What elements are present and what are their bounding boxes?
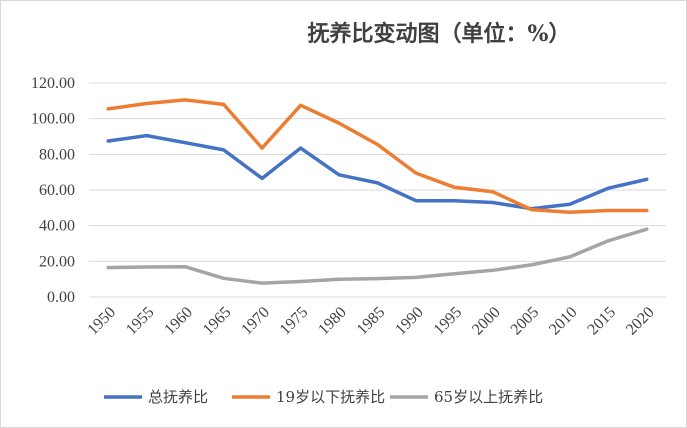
series-line-3 [106,227,649,285]
y-axis-ticks: 0.00 20.00 40.00 60.00 80.00 100.00 120.00 [31,75,75,306]
x-tick-label: 1960 [161,304,196,339]
x-tick-label: 1950 [84,304,119,339]
legend: 总抚养比 19岁以下抚养比 65岁以上抚养比 [104,388,543,406]
gridlines [89,82,666,298]
x-tick-label: 2020 [623,304,658,339]
legend-label-3: 65岁以上抚养比 [434,388,543,406]
x-axis-ticks: 1950 1955 1960 1965 1970 1975 1980 1985 1990 1995… [84,304,657,339]
y-tick-label: 0.00 [47,289,75,306]
y-tick-label: 60.00 [39,182,75,199]
x-tick-label: 1965 [200,304,235,339]
y-tick-label: 120.00 [31,75,75,92]
x-tick-label: 1970 [238,304,273,339]
legend-label-2: 19岁以下抚养比 [276,388,385,406]
x-tick-label: 2010 [546,304,581,339]
x-tick-label: 2000 [469,304,504,339]
x-tick-label: 1955 [123,304,158,339]
chart-title: 抚养比变动图（单位：%） [308,21,571,47]
x-tick-label: 1985 [354,304,389,339]
y-tick-label: 40.00 [39,218,75,235]
x-tick-label: 2005 [508,304,543,339]
series-line-1 [106,133,649,211]
y-tick-label: 20.00 [39,253,75,270]
legend-label-1: 总抚养比 [148,388,208,406]
x-tick-label: 1990 [392,304,427,339]
series-line-2 [106,98,649,215]
x-tick-label: 1995 [431,304,466,339]
x-tick-label: 2015 [584,304,619,339]
x-tick-label: 1980 [315,304,350,339]
x-tick-label: 1975 [277,304,312,339]
series-lines [106,98,649,285]
y-tick-label: 80.00 [39,146,75,163]
y-tick-label: 100.00 [31,111,75,128]
